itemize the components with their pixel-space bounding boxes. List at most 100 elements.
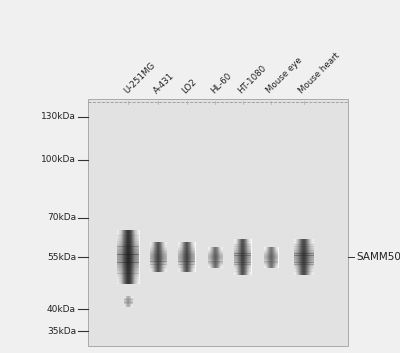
Bar	[178, 256, 195, 257]
Bar	[299, 239, 300, 275]
Bar	[241, 239, 242, 275]
Bar	[208, 247, 209, 268]
Bar	[134, 231, 135, 285]
Bar	[187, 243, 188, 272]
Bar	[125, 295, 126, 307]
Bar	[122, 231, 123, 285]
Bar	[312, 239, 314, 275]
Bar	[178, 258, 195, 261]
Bar	[120, 231, 121, 285]
Bar	[313, 239, 314, 275]
Bar	[294, 259, 314, 261]
Bar	[234, 255, 251, 257]
Bar	[124, 231, 125, 285]
Bar	[208, 267, 222, 268]
Bar	[234, 248, 251, 250]
Bar	[117, 233, 139, 236]
Bar	[217, 247, 218, 268]
Bar	[276, 247, 277, 268]
Bar	[277, 247, 278, 268]
Bar	[131, 295, 132, 307]
Bar	[234, 259, 251, 261]
Bar	[163, 243, 164, 272]
Bar	[182, 243, 183, 272]
Bar	[208, 248, 222, 249]
Bar	[234, 246, 251, 249]
Bar	[161, 243, 162, 272]
Text: HT-1080: HT-1080	[236, 64, 268, 95]
Bar	[294, 257, 314, 259]
Bar	[186, 243, 187, 272]
Bar	[117, 254, 139, 257]
Bar	[234, 253, 251, 256]
Text: 70kDa: 70kDa	[47, 214, 76, 222]
Bar	[178, 254, 195, 256]
Bar	[264, 257, 278, 258]
Bar	[165, 243, 166, 272]
Bar	[129, 295, 130, 307]
Bar	[117, 252, 139, 255]
Bar	[301, 239, 302, 275]
Bar	[235, 239, 236, 275]
Bar	[217, 247, 218, 268]
Bar	[238, 239, 239, 275]
Bar	[271, 247, 272, 268]
Bar	[178, 270, 195, 272]
Bar	[178, 264, 195, 266]
Bar	[208, 257, 222, 258]
Bar	[268, 247, 269, 268]
Bar	[127, 295, 128, 307]
Bar	[222, 247, 223, 268]
Text: 35kDa: 35kDa	[47, 327, 76, 336]
Bar	[119, 231, 120, 285]
Bar	[234, 257, 251, 259]
Bar	[208, 262, 222, 264]
Bar	[264, 248, 278, 249]
Bar	[182, 243, 183, 272]
Bar	[296, 239, 297, 275]
Bar	[219, 247, 220, 268]
Bar	[159, 243, 160, 272]
Bar	[271, 247, 272, 268]
Bar	[124, 295, 125, 307]
Bar	[124, 231, 125, 285]
Bar	[122, 231, 123, 285]
Bar	[129, 231, 130, 285]
Bar	[117, 265, 139, 268]
Bar	[273, 247, 274, 268]
Bar	[127, 295, 128, 307]
Bar	[194, 243, 195, 272]
Bar	[307, 239, 308, 275]
Bar	[268, 247, 269, 268]
Bar	[150, 257, 167, 259]
Bar	[183, 243, 184, 272]
Bar	[150, 256, 167, 257]
Bar	[234, 270, 251, 272]
Bar	[270, 247, 271, 268]
Bar	[242, 239, 243, 275]
Bar	[264, 260, 278, 262]
Text: LO2: LO2	[180, 77, 199, 95]
Bar	[297, 239, 298, 275]
Bar	[218, 247, 219, 268]
Bar	[303, 239, 304, 275]
Bar	[178, 245, 195, 247]
Bar	[124, 298, 133, 299]
Bar	[178, 263, 195, 265]
Bar	[243, 239, 244, 275]
Bar	[234, 266, 251, 268]
Bar	[275, 247, 276, 268]
Bar	[150, 263, 167, 265]
Bar	[150, 258, 167, 261]
Bar	[266, 247, 267, 268]
Bar	[128, 295, 129, 307]
Bar	[150, 245, 167, 247]
Text: HL-60: HL-60	[209, 71, 233, 95]
Bar	[298, 239, 299, 275]
Bar	[304, 239, 305, 275]
Bar	[251, 239, 252, 275]
Bar	[117, 276, 139, 279]
Bar	[208, 250, 222, 251]
Bar	[216, 247, 217, 268]
Bar	[298, 239, 299, 275]
